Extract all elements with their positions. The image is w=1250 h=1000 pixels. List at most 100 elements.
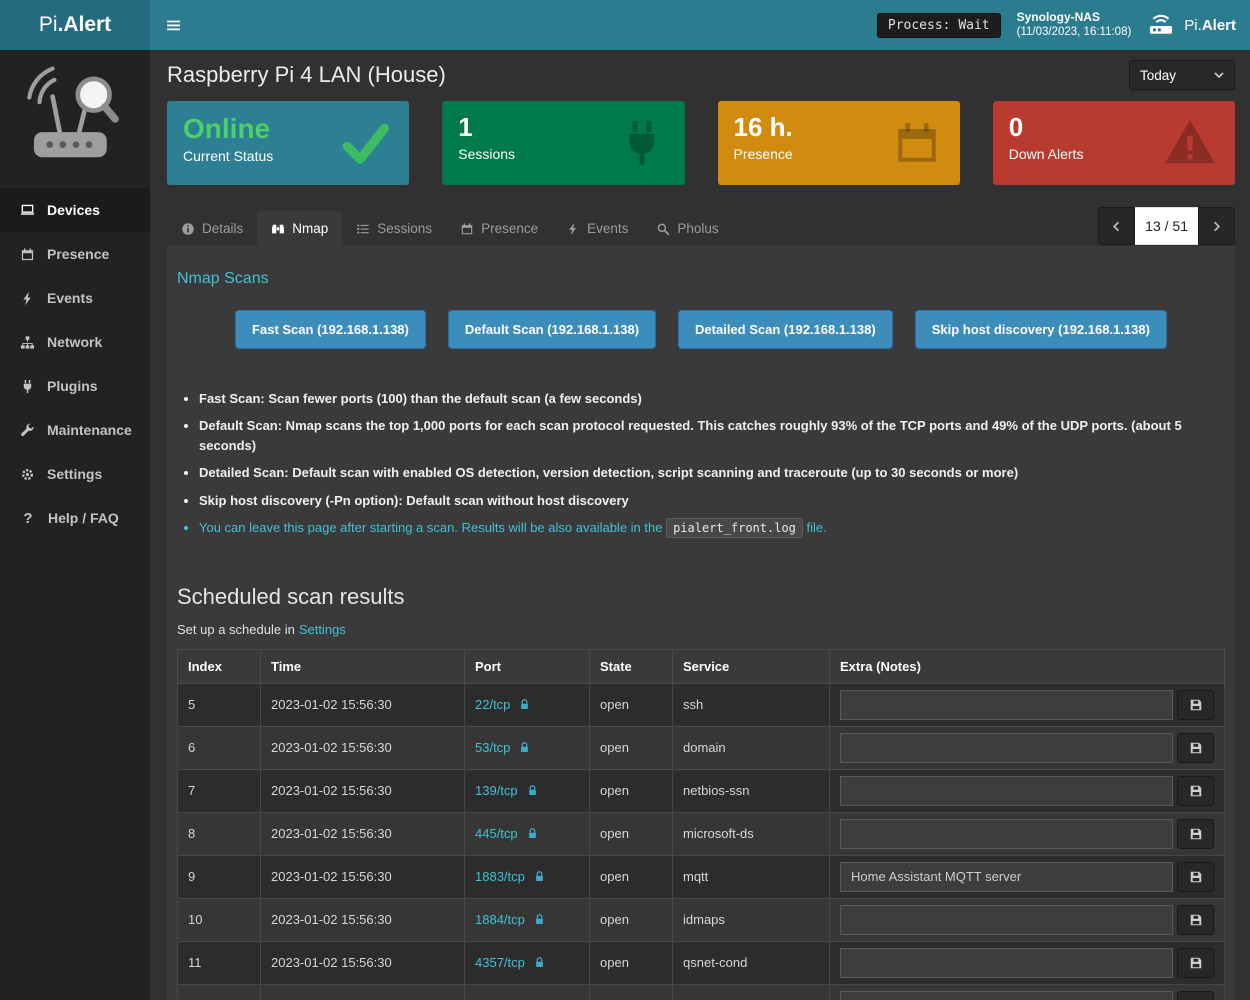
port-link[interactable]: 4384/tcp <box>475 998 525 1000</box>
cell-extra <box>829 768 1225 813</box>
topbar-right: Process: Wait Synology-NAS (11/03/2023, … <box>876 0 1250 50</box>
sitemap-icon <box>20 335 35 349</box>
cell-service: unknown <box>672 983 830 1000</box>
header-service: Service <box>672 648 830 684</box>
default-scan-button[interactable]: Default Scan (192.168.1.138) <box>447 310 657 349</box>
sidebar: Devices Presence Events Network Plugins … <box>0 50 150 1000</box>
note-input[interactable] <box>840 990 1173 1000</box>
save-note-button[interactable] <box>1177 904 1214 935</box>
save-icon <box>1190 699 1201 711</box>
cell-service: domain <box>672 725 830 770</box>
note-input[interactable] <box>840 947 1173 978</box>
note-input[interactable] <box>840 775 1173 806</box>
sidebar-toggle-button[interactable] <box>150 0 196 50</box>
cell-extra <box>829 682 1225 727</box>
sidebar-item-label: Network <box>47 334 103 350</box>
schedule-hint: Set up a schedule in Settings <box>177 621 346 637</box>
sidebar-item-network[interactable]: Network <box>0 320 150 364</box>
cell-state: open <box>589 897 673 942</box>
save-note-button[interactable] <box>1177 689 1214 720</box>
sidebar-item-settings[interactable]: Settings <box>0 452 150 496</box>
port-link[interactable]: 1884/tcp <box>475 912 525 928</box>
note-input[interactable] <box>840 818 1173 849</box>
tab-pholus[interactable]: Pholus <box>642 211 732 246</box>
tab-presence[interactable]: Presence <box>446 211 552 246</box>
save-note-button[interactable] <box>1177 861 1214 892</box>
cell-index: 9 <box>177 854 261 899</box>
sidebar-item-help[interactable]: ? Help / FAQ <box>0 496 150 540</box>
period-select[interactable]: Today <box>1129 60 1235 90</box>
cell-port: 1883/tcp <box>464 854 590 899</box>
fast-scan-button[interactable]: Fast Scan (192.168.1.138) <box>235 310 426 349</box>
sidebar-item-plugins[interactable]: Plugins <box>0 364 150 408</box>
cell-state: open <box>589 983 673 1000</box>
tab-details[interactable]: Details <box>167 211 257 246</box>
sidebar-item-label: Plugins <box>47 378 98 394</box>
bolt-icon <box>569 222 577 235</box>
cell-port: 139/tcp <box>464 768 590 813</box>
device-tabs: Details Nmap Sessions Presence Events Ph… <box>167 211 733 246</box>
table-row: 9 2023-01-02 15:56:30 1883/tcp open mqtt <box>177 854 1225 899</box>
scan-descriptions: Fast Scan: Scan fewer ports (100) than t… <box>177 389 1225 538</box>
plug-icon <box>23 379 32 393</box>
note-input[interactable] <box>840 904 1173 935</box>
port-link[interactable]: 4357/tcp <box>475 955 525 971</box>
port-link[interactable]: 1883/tcp <box>475 869 525 885</box>
wrench-icon <box>21 423 34 436</box>
hamburger-icon <box>166 20 180 30</box>
port-link[interactable]: 445/tcp <box>475 826 518 842</box>
note-input[interactable] <box>840 861 1173 892</box>
status-card-presence: 16 h. Presence <box>717 101 960 185</box>
sidebar-item-presence[interactable]: Presence <box>0 232 150 276</box>
table-row: 11 2023-01-02 15:56:30 4357/tcp open qsn… <box>177 940 1225 985</box>
sidebar-item-maintenance[interactable]: Maintenance <box>0 408 150 452</box>
lock-icon <box>535 871 543 882</box>
save-note-button[interactable] <box>1177 775 1214 806</box>
period-select-value: Today <box>1140 67 1177 83</box>
sidebar-item-events[interactable]: Events <box>0 276 150 320</box>
save-note-button[interactable] <box>1177 947 1214 978</box>
lock-icon <box>521 699 529 710</box>
note-input[interactable] <box>840 732 1173 763</box>
port-link[interactable]: 22/tcp <box>475 697 511 713</box>
bullet-detailed-scan: Detailed Scan: Default scan with enabled… <box>199 463 1225 483</box>
port-link[interactable]: 139/tcp <box>475 783 518 799</box>
cell-state: open <box>589 682 673 727</box>
process-status-badge: Process: Wait <box>876 12 1001 38</box>
save-icon <box>1190 828 1201 840</box>
cell-index: 5 <box>177 682 261 727</box>
cell-extra <box>829 725 1225 770</box>
save-note-button[interactable] <box>1177 990 1214 1000</box>
save-note-button[interactable] <box>1177 818 1214 849</box>
tab-events[interactable]: Events <box>552 211 642 246</box>
sidebar-item-devices[interactable]: Devices <box>0 188 150 232</box>
save-icon <box>1190 957 1201 969</box>
header-index: Index <box>177 648 261 684</box>
skip-host-discovery-button[interactable]: Skip host discovery (192.168.1.138) <box>914 310 1167 349</box>
header-extra-notes: Extra (Notes) <box>829 648 1225 684</box>
prev-device-button[interactable] <box>1098 207 1136 245</box>
save-note-button[interactable] <box>1177 732 1214 763</box>
calendar-icon <box>21 248 34 260</box>
tab-nmap[interactable]: Nmap <box>257 211 343 246</box>
next-device-button[interactable] <box>1198 207 1235 245</box>
port-link[interactable]: 53/tcp <box>475 740 511 756</box>
list-icon <box>357 223 369 234</box>
tab-sessions[interactable]: Sessions <box>342 211 446 246</box>
gear-icon <box>21 468 34 480</box>
check-icon <box>342 123 390 164</box>
tab-label: Details <box>202 221 244 236</box>
cell-extra <box>829 983 1225 1000</box>
save-icon <box>1190 742 1201 754</box>
sidebar-item-label: Presence <box>47 246 110 262</box>
note-input[interactable] <box>840 689 1173 720</box>
brand-logo[interactable]: Pi .Alert <box>0 0 150 50</box>
lock-icon <box>535 914 543 925</box>
settings-link[interactable]: Settings <box>298 621 346 637</box>
detailed-scan-button[interactable]: Detailed Scan (192.168.1.138) <box>678 310 893 349</box>
search-icon <box>658 223 670 235</box>
bullet-fast-scan: Fast Scan: Scan fewer ports (100) than t… <box>199 389 1225 409</box>
alerts-label: Down Alerts <box>1008 145 1084 162</box>
cell-time: 2023-01-02 15:56:30 <box>260 768 465 813</box>
nas-name: Synology-NAS <box>1016 9 1100 24</box>
